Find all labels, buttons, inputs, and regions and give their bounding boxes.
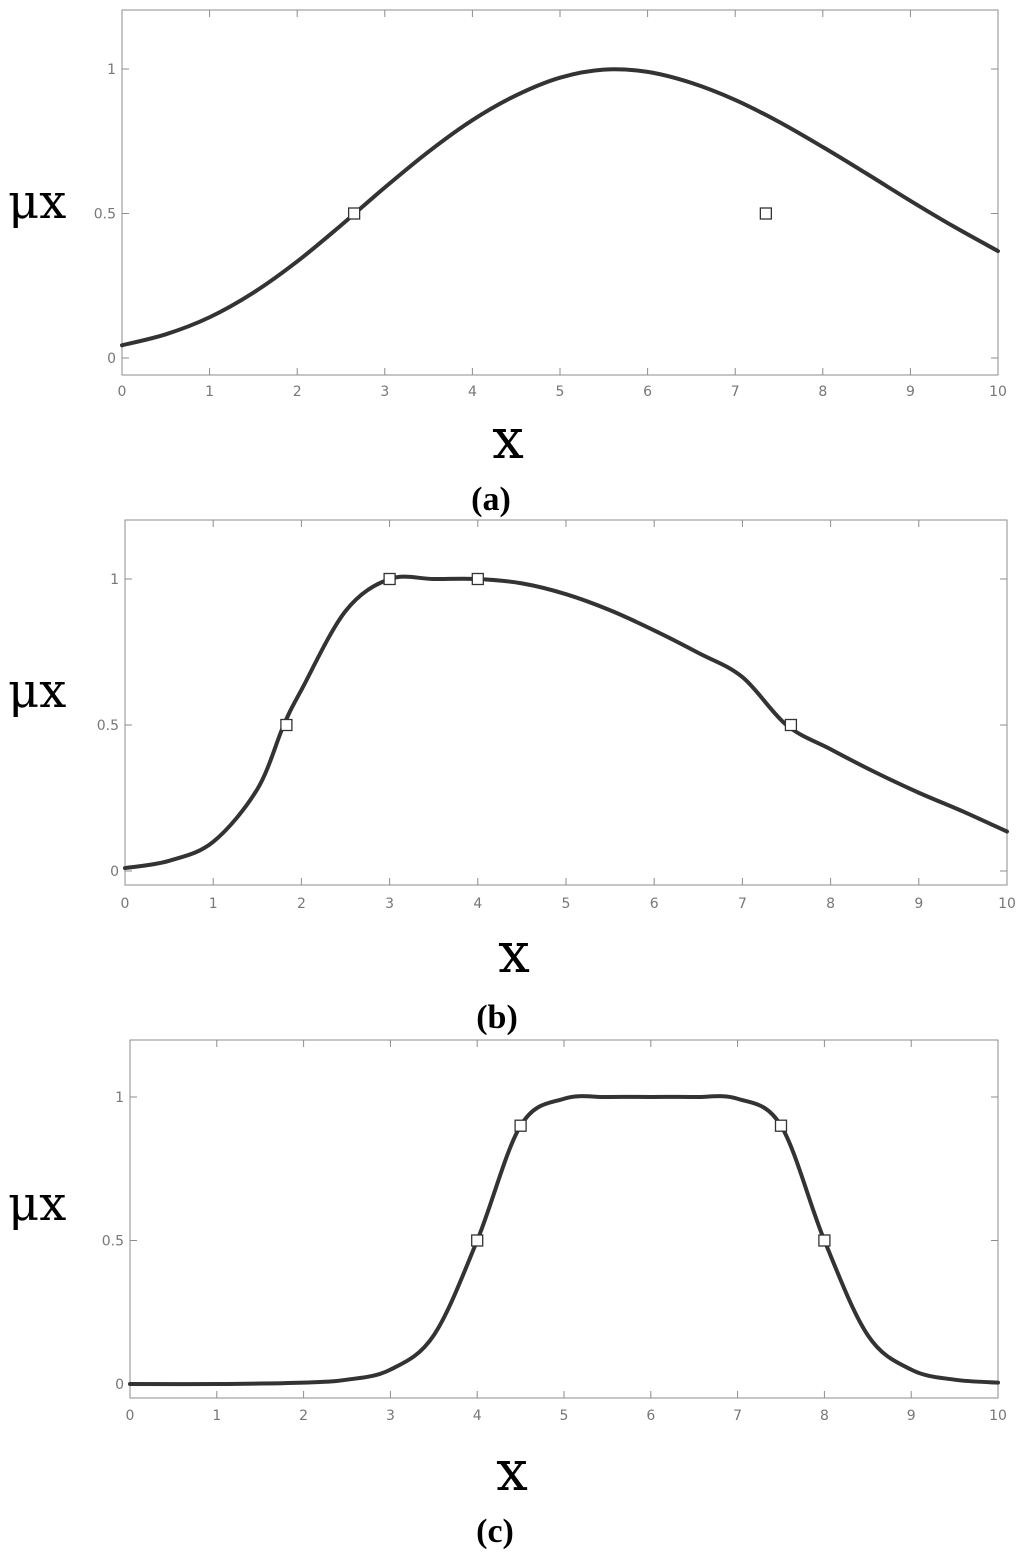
plot-frame	[121, 9, 999, 376]
figure-caption: (a)	[471, 481, 511, 518]
x-axis-label: x	[498, 921, 530, 986]
x-tick-label: 5	[562, 896, 571, 912]
membership-curve	[123, 574, 1009, 871]
data-point-marker	[347, 207, 361, 220]
membership-curve	[128, 1094, 1000, 1387]
y-tick-label: 0	[110, 864, 119, 880]
figure-caption: (c)	[476, 1513, 514, 1550]
x-tick-label: 9	[906, 384, 915, 400]
x-tick-label: 8	[820, 1408, 829, 1424]
x-tick-label: 2	[293, 384, 302, 400]
figure-caption: (b)	[476, 999, 518, 1036]
x-axis-label: x	[492, 407, 524, 472]
chart-panel-a: 0 1 2 3 4 5 6 7 8 9 10 0 0.5 1 μx x (a)	[8, 9, 1007, 518]
x-tick-label: 7	[738, 896, 747, 912]
data-point-marker	[514, 1119, 527, 1132]
membership-curve	[120, 67, 1000, 348]
x-tick-label: 6	[646, 1408, 655, 1424]
x-tick-label: 0	[126, 1408, 135, 1424]
x-tick-label: 5	[556, 384, 565, 400]
x-tick-label: 3	[380, 384, 389, 400]
plot-frame	[124, 519, 1008, 886]
data-point-marker	[784, 718, 798, 732]
data-point-marker	[774, 1119, 788, 1132]
x-tick-label: 10	[989, 1408, 1007, 1424]
x-tick-label: 9	[914, 896, 923, 912]
x-tick-label: 0	[118, 384, 127, 400]
x-tick-label: 1	[205, 384, 214, 400]
x-tick-label: 8	[818, 384, 827, 400]
y-tick-label: 1	[110, 572, 119, 588]
y-tick-label: 0	[107, 351, 116, 367]
data-point-marker	[818, 1234, 831, 1247]
x-tick-label: 4	[468, 384, 477, 400]
x-tick-label: 3	[386, 1408, 395, 1424]
x-tick-label: 9	[907, 1408, 916, 1424]
y-tick-label: 0.5	[97, 718, 119, 734]
chart-panel-b: 0 1 2 3 4 5 6 7 8 9 10 0 0.5 1 μx x (b)	[8, 519, 1016, 1036]
x-tick-label: 10	[998, 896, 1016, 912]
x-tick-label: 7	[733, 1408, 742, 1424]
x-tick-label: 2	[299, 1408, 308, 1424]
y-tick-label: 0.5	[94, 207, 116, 223]
x-tick-label: 2	[297, 896, 306, 912]
y-axis-label: μx	[8, 1176, 66, 1232]
x-tick-label: 0	[121, 896, 130, 912]
y-tick-label: 0.5	[102, 1234, 124, 1250]
data-point-marker	[280, 718, 293, 732]
x-tick-label: 4	[473, 1408, 482, 1424]
y-tick-label: 0	[115, 1377, 124, 1393]
data-point-marker	[471, 572, 484, 586]
x-tick-label: 8	[826, 896, 835, 912]
data-point-marker	[471, 1234, 484, 1247]
x-tick-label: 10	[989, 384, 1007, 400]
x-tick-label: 4	[473, 896, 482, 912]
x-tick-label: 1	[212, 1408, 221, 1424]
data-point-marker	[759, 207, 773, 220]
x-tick-label: 6	[643, 384, 652, 400]
x-tick-label: 6	[650, 896, 659, 912]
x-tick-label: 1	[209, 896, 218, 912]
y-axis-label: μx	[8, 663, 66, 719]
x-tick-label: 5	[560, 1408, 569, 1424]
y-tick-label: 1	[115, 1090, 124, 1106]
x-tick-label: 7	[731, 384, 740, 400]
x-axis-label: x	[496, 1439, 528, 1504]
data-point-marker	[383, 572, 396, 586]
y-axis-label: μx	[8, 174, 66, 230]
chart-panel-c: 0 1 2 3 4 5 6 7 8 9 10 0 0.5 1 μx x (c)	[8, 1039, 1007, 1550]
y-tick-label: 1	[107, 62, 116, 78]
x-tick-label: 3	[385, 896, 394, 912]
plot-frame	[129, 1039, 999, 1399]
